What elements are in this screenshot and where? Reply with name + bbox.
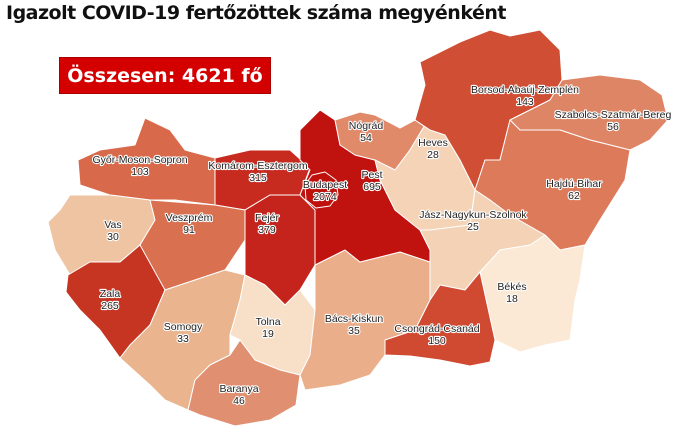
- county-value-label: 18: [506, 293, 518, 305]
- county-name-label: Bács-Kiskun: [325, 313, 384, 325]
- county-name-label: Tolna: [255, 316, 280, 328]
- county-name-label: Somogy: [164, 321, 203, 333]
- county-name-label: Csongrád-Csanád: [394, 323, 479, 335]
- county-value-label: 30: [107, 231, 119, 243]
- county-name-label: Nógrád: [349, 120, 384, 132]
- county-name-label: Heves: [418, 137, 448, 149]
- county-value-label: 25: [467, 221, 479, 233]
- county-value-label: 695: [363, 181, 381, 193]
- county-value-label: 28: [427, 149, 439, 161]
- county-value-label: 103: [131, 166, 149, 178]
- county-bekes: [479, 234, 586, 353]
- total-count-badge: Összesen: 4621 fő: [59, 57, 271, 94]
- county-value-label: 33: [177, 333, 189, 345]
- county-name-label: Baranya: [219, 383, 258, 395]
- county-value-label: 19: [262, 328, 274, 340]
- county-value-label: 62: [568, 190, 580, 202]
- county-value-label: 315: [249, 172, 267, 184]
- county-value-label: 54: [360, 132, 372, 144]
- county-value-label: 46: [233, 395, 245, 407]
- county-name-label: Pest: [361, 169, 382, 181]
- county-name-label: Zala: [100, 288, 121, 300]
- county-name-label: Vas: [104, 219, 121, 231]
- county-value-label: 2074: [313, 191, 337, 203]
- county-value-label: 56: [607, 121, 619, 133]
- county-name-label: Budapest: [303, 179, 347, 191]
- county-name-label: Veszprém: [166, 212, 213, 224]
- county-value-label: 91: [183, 224, 195, 236]
- county-name-label: Hajdú-Bihar: [546, 178, 602, 190]
- county-name-label: Komárom-Esztergom: [208, 160, 307, 172]
- county-name-label: Jász-Nagykun-Szolnok: [419, 209, 527, 221]
- county-csongrad-csanad: [384, 271, 496, 367]
- county-name-label: Békés: [497, 281, 526, 293]
- county-value-label: 143: [516, 96, 534, 108]
- county-value-label: 150: [428, 335, 446, 347]
- map-title: Igazolt COVID-19 fertőzöttek száma megyé…: [6, 2, 506, 24]
- county-budapest: [304, 171, 339, 209]
- county-name-label: Szabolcs-Szatmár-Bereg: [555, 109, 672, 121]
- county-name-label: Fejér: [255, 212, 279, 224]
- county-value-label: 265: [101, 300, 119, 312]
- county-name-label: Borsod-Abaúj-Zemplén: [471, 84, 579, 96]
- county-name-label: Győr-Moson-Sopron: [92, 154, 187, 166]
- county-value-label: 379: [258, 224, 276, 236]
- county-value-label: 35: [348, 325, 360, 337]
